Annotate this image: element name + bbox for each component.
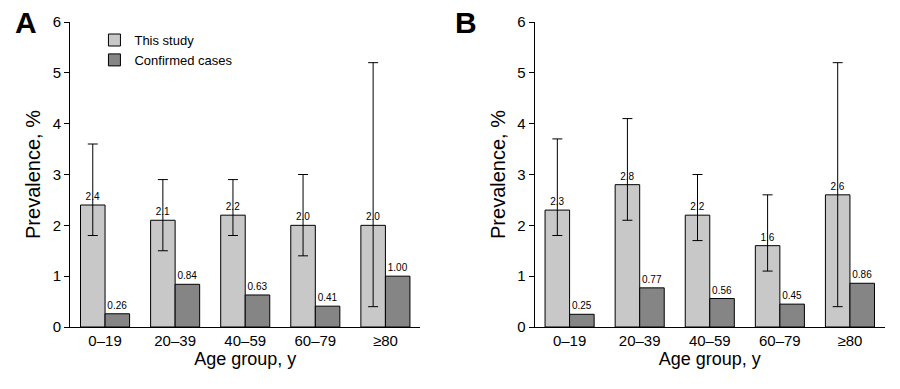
svg-text:2.4: 2.4 bbox=[86, 191, 100, 202]
svg-text:This study: This study bbox=[134, 33, 194, 48]
svg-text:2.6: 2.6 bbox=[831, 181, 845, 192]
svg-text:1: 1 bbox=[517, 267, 525, 284]
svg-text:0.45: 0.45 bbox=[782, 290, 802, 301]
svg-text:≥80: ≥80 bbox=[837, 332, 862, 349]
svg-text:2: 2 bbox=[517, 217, 525, 234]
svg-text:0–19: 0–19 bbox=[88, 332, 121, 349]
svg-text:≥80: ≥80 bbox=[373, 332, 398, 349]
svg-text:6: 6 bbox=[517, 13, 525, 30]
svg-text:Prevalence, %: Prevalence, % bbox=[22, 110, 44, 239]
svg-text:0.25: 0.25 bbox=[572, 300, 592, 311]
svg-text:0–19: 0–19 bbox=[553, 332, 586, 349]
svg-text:0.63: 0.63 bbox=[248, 281, 268, 292]
svg-text:0.77: 0.77 bbox=[642, 274, 662, 285]
svg-text:A: A bbox=[15, 6, 37, 39]
svg-text:1: 1 bbox=[53, 267, 61, 284]
svg-text:1.6: 1.6 bbox=[760, 232, 774, 243]
svg-text:2.2: 2.2 bbox=[690, 201, 704, 212]
svg-text:0: 0 bbox=[53, 318, 61, 335]
svg-text:20–39: 20–39 bbox=[154, 332, 196, 349]
svg-text:4: 4 bbox=[517, 115, 525, 132]
svg-text:2.0: 2.0 bbox=[296, 211, 310, 222]
svg-text:2.2: 2.2 bbox=[226, 201, 240, 212]
svg-text:4: 4 bbox=[53, 115, 61, 132]
svg-text:5: 5 bbox=[517, 64, 525, 81]
svg-text:Age group, y: Age group, y bbox=[194, 349, 296, 369]
svg-text:2: 2 bbox=[53, 217, 61, 234]
svg-text:5: 5 bbox=[53, 64, 61, 81]
svg-text:3: 3 bbox=[517, 166, 525, 183]
svg-text:0.56: 0.56 bbox=[712, 285, 732, 296]
svg-text:3: 3 bbox=[53, 166, 61, 183]
svg-text:2.3: 2.3 bbox=[550, 196, 564, 207]
svg-text:B: B bbox=[455, 6, 477, 39]
svg-text:2.1: 2.1 bbox=[156, 206, 170, 217]
svg-text:60–79: 60–79 bbox=[294, 332, 336, 349]
svg-text:0.26: 0.26 bbox=[107, 300, 127, 311]
svg-text:2.8: 2.8 bbox=[620, 171, 634, 182]
svg-text:6: 6 bbox=[53, 13, 61, 30]
svg-text:1.00: 1.00 bbox=[388, 262, 408, 273]
svg-text:2.0: 2.0 bbox=[366, 211, 380, 222]
svg-text:20–39: 20–39 bbox=[619, 332, 661, 349]
svg-text:40–59: 40–59 bbox=[689, 332, 731, 349]
svg-text:0.84: 0.84 bbox=[177, 270, 197, 281]
svg-text:0.86: 0.86 bbox=[852, 269, 872, 280]
svg-text:40–59: 40–59 bbox=[224, 332, 266, 349]
svg-text:0.41: 0.41 bbox=[318, 292, 338, 303]
svg-text:Age group, y: Age group, y bbox=[659, 349, 761, 369]
svg-text:Confirmed cases: Confirmed cases bbox=[134, 53, 232, 68]
svg-text:60–79: 60–79 bbox=[759, 332, 801, 349]
svg-text:Prevalence, %: Prevalence, % bbox=[487, 110, 509, 239]
svg-text:0: 0 bbox=[517, 318, 525, 335]
